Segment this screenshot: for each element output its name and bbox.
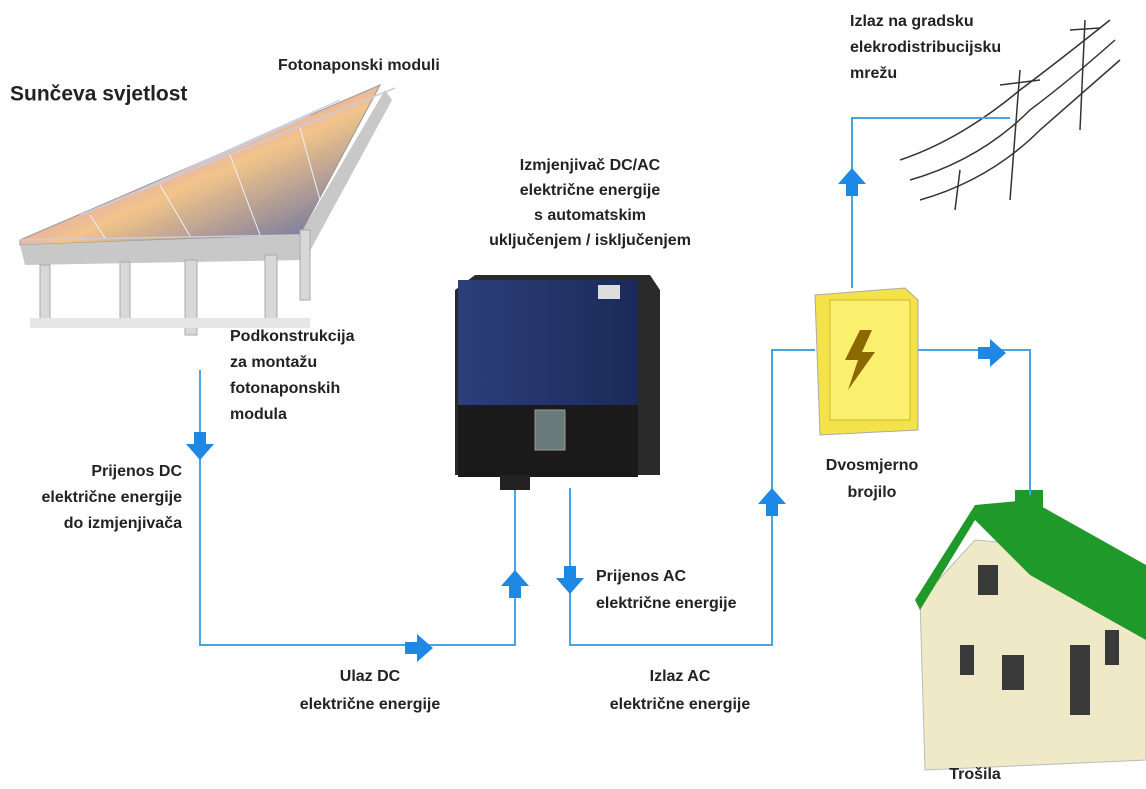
label-text: Izmjenjivač DC/AC xyxy=(520,157,661,174)
label-text: Podkonstrukcija xyxy=(230,328,355,345)
label-text: električne energije xyxy=(300,696,441,713)
inverter xyxy=(455,275,660,490)
labels: Sunčeva svjetlost Fotonaponski moduli Izmj… xyxy=(10,13,1001,783)
label-text: za montažu xyxy=(230,354,317,371)
label-text: do izmjenjivača xyxy=(64,515,182,532)
label-text: Izlaz na gradsku xyxy=(850,13,974,30)
label-text: modula xyxy=(230,406,287,423)
label-text: Izlaz AC xyxy=(650,668,711,685)
label-text: mrežu xyxy=(850,65,897,82)
power-lines xyxy=(899,19,1121,211)
flow-arrows xyxy=(186,168,1006,662)
label-text: Prijenos DC xyxy=(91,463,182,480)
label-text: Trošila xyxy=(949,766,1001,783)
label-text: električne energije xyxy=(41,489,182,506)
label-text: uključenjem / isključenjem xyxy=(489,232,691,249)
label-text: s automatskim xyxy=(534,207,646,224)
label-text: Sunčeva svjetlost xyxy=(10,83,187,106)
label-text: Ulaz DC xyxy=(340,668,401,685)
house xyxy=(915,490,1146,771)
label-text: Fotonaponski moduli xyxy=(278,57,440,74)
label-text: električne energije xyxy=(610,696,751,713)
meter xyxy=(814,287,919,436)
solar-array xyxy=(19,83,396,336)
flow-lines xyxy=(199,117,1031,646)
label-text: Dvosmjerno xyxy=(826,457,919,474)
label-text: električne energije xyxy=(520,182,661,199)
label-text: elekrodistribucijsku xyxy=(850,39,1001,56)
label-text: Prijenos AC xyxy=(596,568,687,585)
label-text: električne energije xyxy=(596,595,737,612)
label-text: brojilo xyxy=(848,484,897,501)
label-text: fotonaponskih xyxy=(230,380,340,397)
